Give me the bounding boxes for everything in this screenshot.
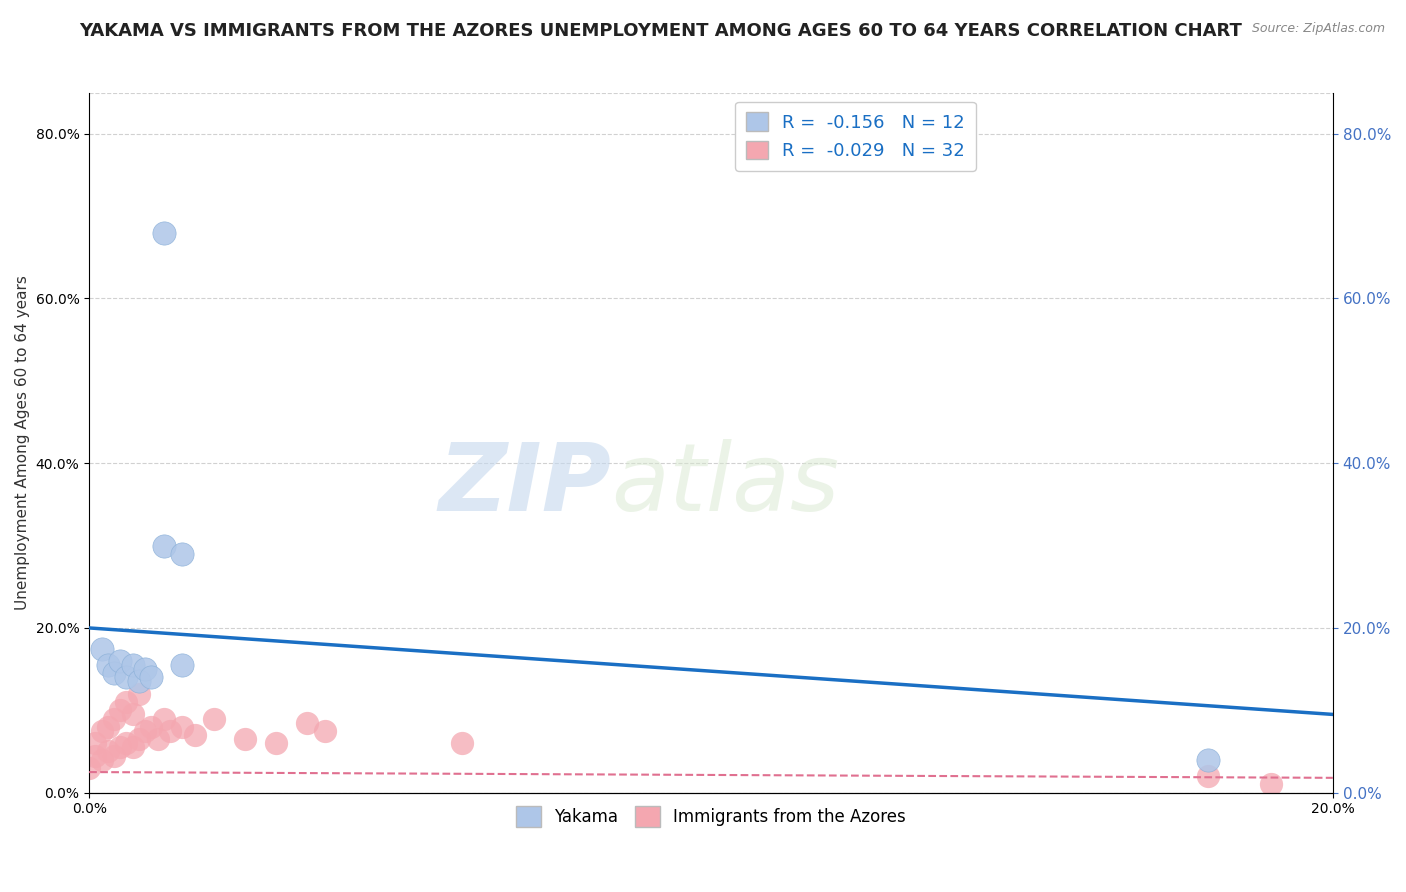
Point <box>84 736 107 750</box>
Point <box>121 658 143 673</box>
Text: Source: ZipAtlas.com: Source: ZipAtlas.com <box>1251 22 1385 36</box>
Text: ZIP: ZIP <box>439 439 612 531</box>
Point <box>103 712 125 726</box>
Point <box>97 744 120 758</box>
Point <box>141 720 163 734</box>
Point <box>152 226 174 240</box>
Point <box>1197 769 1219 783</box>
Point <box>121 707 143 722</box>
Point <box>1197 753 1219 767</box>
Point <box>172 720 194 734</box>
Point <box>90 723 112 738</box>
Point <box>184 728 207 742</box>
Point <box>110 740 132 755</box>
Y-axis label: Unemployment Among Ages 60 to 64 years: Unemployment Among Ages 60 to 64 years <box>15 276 30 610</box>
Point <box>90 641 112 656</box>
Point <box>264 736 287 750</box>
Point <box>172 658 194 673</box>
Point <box>141 670 163 684</box>
Point <box>451 736 474 750</box>
Point <box>159 723 181 738</box>
Point <box>134 723 156 738</box>
Point <box>110 703 132 717</box>
Point <box>314 723 336 738</box>
Point <box>202 712 225 726</box>
Legend: Yakama, Immigrants from the Azores: Yakama, Immigrants from the Azores <box>509 799 912 833</box>
Point <box>128 732 150 747</box>
Text: YAKAMA VS IMMIGRANTS FROM THE AZORES UNEMPLOYMENT AMONG AGES 60 TO 64 YEARS CORR: YAKAMA VS IMMIGRANTS FROM THE AZORES UNE… <box>79 22 1243 40</box>
Point <box>128 687 150 701</box>
Point <box>134 662 156 676</box>
Point <box>146 732 169 747</box>
Point <box>115 695 138 709</box>
Point <box>97 658 120 673</box>
Point <box>1260 777 1282 791</box>
Point <box>115 670 138 684</box>
Point <box>97 720 120 734</box>
Point <box>295 715 318 730</box>
Text: atlas: atlas <box>612 439 839 530</box>
Point <box>128 674 150 689</box>
Point <box>103 748 125 763</box>
Point <box>77 761 100 775</box>
Point <box>172 547 194 561</box>
Point <box>233 732 256 747</box>
Point <box>152 712 174 726</box>
Point <box>110 654 132 668</box>
Point <box>103 666 125 681</box>
Point <box>121 740 143 755</box>
Point <box>152 539 174 553</box>
Point <box>84 748 107 763</box>
Point <box>90 753 112 767</box>
Point <box>115 736 138 750</box>
